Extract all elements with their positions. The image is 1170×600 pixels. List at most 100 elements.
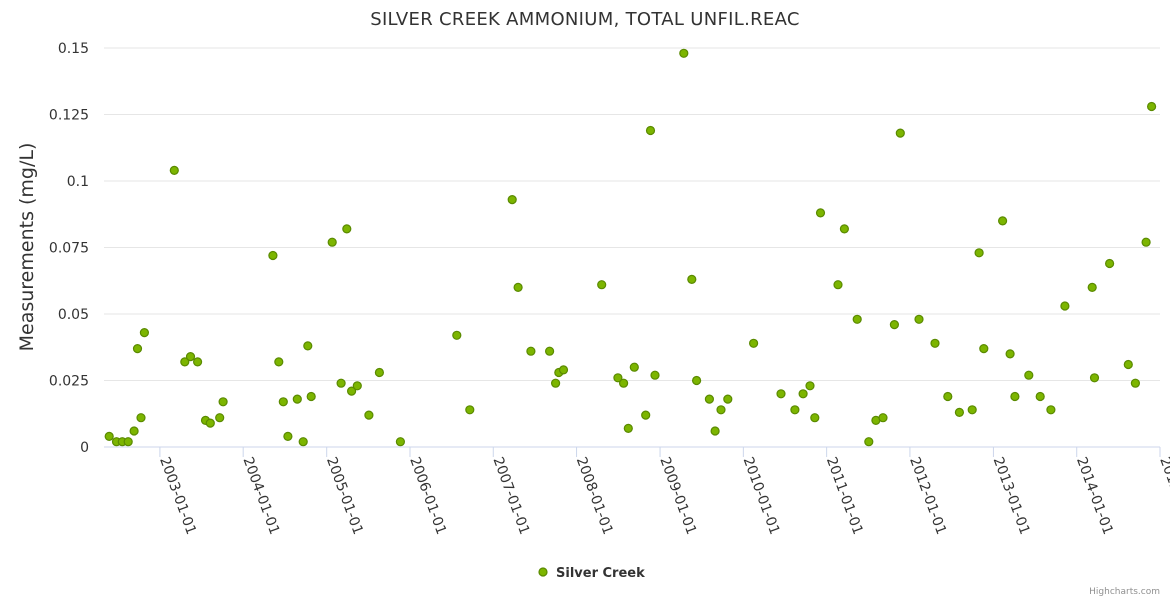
- data-point[interactable]: [364, 410, 374, 420]
- data-point[interactable]: [132, 344, 143, 354]
- x-tick-label: 2013-01-01: [990, 455, 1033, 537]
- data-point[interactable]: [776, 389, 786, 399]
- data-point[interactable]: [645, 125, 656, 136]
- data-point[interactable]: [526, 346, 536, 356]
- data-point[interactable]: [798, 389, 808, 399]
- data-point[interactable]: [342, 224, 352, 234]
- data-point[interactable]: [352, 381, 362, 391]
- data-point[interactable]: [930, 338, 940, 348]
- data-point[interactable]: [864, 437, 874, 447]
- x-tick-label: 2004-01-01: [239, 455, 282, 537]
- y-tick-label: 0.025: [49, 374, 89, 390]
- data-point[interactable]: [790, 405, 800, 415]
- data-point[interactable]: [889, 320, 900, 330]
- data-point[interactable]: [623, 423, 633, 433]
- data-point[interactable]: [878, 413, 888, 423]
- data-point[interactable]: [283, 431, 293, 441]
- data-point[interactable]: [613, 373, 623, 383]
- data-point[interactable]: [716, 405, 726, 415]
- data-point[interactable]: [104, 431, 114, 441]
- legend[interactable]: Silver Creek: [538, 566, 645, 581]
- x-tick-label: 2003-01-01: [156, 455, 199, 537]
- data-point[interactable]: [704, 394, 715, 404]
- data-point[interactable]: [452, 330, 462, 340]
- data-point[interactable]: [303, 341, 313, 351]
- data-point[interactable]: [1005, 349, 1015, 359]
- data-point[interactable]: [274, 357, 284, 367]
- credits-link[interactable]: Highcharts.com: [1089, 587, 1160, 597]
- data-point[interactable]: [306, 391, 316, 402]
- data-point[interactable]: [1010, 391, 1020, 402]
- data-point[interactable]: [691, 375, 702, 386]
- data-point[interactable]: [839, 224, 850, 234]
- data-point[interactable]: [748, 338, 759, 348]
- data-point[interactable]: [895, 128, 905, 138]
- legend-item-silver-creek[interactable]: Silver Creek: [556, 566, 645, 581]
- data-point[interactable]: [292, 394, 302, 404]
- data-point[interactable]: [180, 357, 190, 367]
- data-point[interactable]: [954, 407, 965, 417]
- data-point[interactable]: [395, 437, 405, 447]
- data-point[interactable]: [205, 418, 215, 428]
- data-point[interactable]: [1060, 301, 1070, 311]
- data-point[interactable]: [979, 344, 989, 354]
- data-point[interactable]: [550, 378, 561, 388]
- data-point[interactable]: [852, 314, 862, 324]
- data-point[interactable]: [129, 426, 139, 436]
- data-point[interactable]: [641, 410, 651, 420]
- data-point[interactable]: [193, 357, 203, 367]
- data-point[interactable]: [278, 397, 288, 407]
- legend-marker[interactable]: [538, 567, 548, 577]
- data-point[interactable]: [967, 405, 977, 415]
- data-point[interactable]: [185, 352, 196, 362]
- data-point[interactable]: [997, 216, 1008, 226]
- data-point[interactable]: [833, 280, 843, 290]
- data-point[interactable]: [558, 365, 569, 375]
- data-point[interactable]: [1123, 359, 1133, 370]
- data-point[interactable]: [687, 274, 697, 284]
- data-point[interactable]: [723, 394, 733, 404]
- data-point[interactable]: [169, 165, 179, 175]
- data-point[interactable]: [1089, 373, 1100, 383]
- data-point[interactable]: [943, 391, 953, 402]
- data-point[interactable]: [805, 381, 815, 391]
- data-point[interactable]: [1024, 370, 1034, 380]
- data-point[interactable]: [298, 437, 308, 447]
- x-tick-label: 2007-01-01: [490, 455, 533, 537]
- x-tick-label: 2011-01-01: [823, 455, 866, 537]
- data-point[interactable]: [1046, 405, 1056, 415]
- data-point[interactable]: [810, 413, 820, 423]
- data-point[interactable]: [1130, 378, 1141, 388]
- data-point[interactable]: [268, 250, 278, 261]
- data-point[interactable]: [507, 195, 517, 205]
- data-point[interactable]: [347, 386, 357, 396]
- x-tick-label: 2012-01-01: [906, 455, 949, 537]
- data-point[interactable]: [629, 362, 639, 372]
- data-point[interactable]: [597, 280, 607, 290]
- data-point[interactable]: [1104, 258, 1115, 269]
- data-point[interactable]: [914, 314, 924, 324]
- data-point[interactable]: [513, 282, 523, 292]
- data-point[interactable]: [544, 346, 555, 356]
- data-point[interactable]: [710, 426, 720, 436]
- series-silver-creek[interactable]: [104, 48, 1157, 447]
- data-point[interactable]: [618, 378, 629, 388]
- data-point[interactable]: [123, 437, 133, 447]
- data-point[interactable]: [336, 378, 346, 388]
- data-point[interactable]: [218, 397, 228, 407]
- data-point[interactable]: [136, 413, 146, 423]
- y-tick-label: 0.1: [67, 174, 89, 190]
- data-point[interactable]: [1146, 101, 1157, 112]
- data-point[interactable]: [974, 248, 984, 258]
- data-point[interactable]: [374, 367, 384, 378]
- data-point[interactable]: [139, 328, 149, 338]
- data-point[interactable]: [1087, 282, 1097, 292]
- data-point[interactable]: [815, 208, 826, 218]
- data-point[interactable]: [465, 405, 475, 415]
- data-point[interactable]: [215, 413, 225, 423]
- data-point[interactable]: [650, 370, 660, 380]
- data-point[interactable]: [1141, 237, 1151, 247]
- data-point[interactable]: [1035, 391, 1045, 402]
- data-point[interactable]: [327, 237, 337, 247]
- data-point[interactable]: [679, 48, 689, 58]
